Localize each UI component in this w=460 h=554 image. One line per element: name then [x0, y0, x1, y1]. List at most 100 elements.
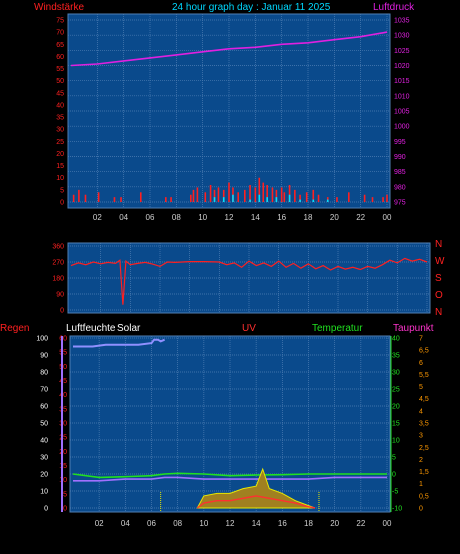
direction-axis-ticks: 0 90 180 270 360: [52, 244, 64, 315]
rain-tick: 40: [59, 392, 67, 399]
rain-tick: 30: [59, 421, 67, 428]
humidity-tick: 50: [40, 421, 48, 428]
x-tick: 22: [356, 519, 365, 528]
direction-tick: 180: [52, 276, 64, 283]
dewpoint-label: Taupunkt: [393, 323, 434, 334]
uv-tick: 2,5: [419, 445, 429, 452]
temperature-tick: 25: [392, 387, 400, 394]
x-tick: 08: [173, 519, 182, 528]
pressure-tick: 1005: [394, 109, 410, 116]
wind-tick: 50: [56, 78, 64, 85]
pressure-tick: 1035: [394, 18, 410, 25]
solar-label: Solar: [117, 323, 141, 334]
wind-tick: 45: [56, 90, 64, 97]
direction-tick: 360: [52, 244, 64, 251]
x-tick: 12: [225, 213, 234, 222]
compass-tick: O: [435, 290, 443, 301]
temperature-tick: 40: [392, 336, 400, 343]
uv-tick: 0: [419, 506, 423, 513]
uv-tick: 4,5: [419, 396, 429, 403]
uv-tick: 6: [419, 360, 423, 367]
uv-tick: 5: [419, 384, 423, 391]
wind-tick: 70: [56, 30, 64, 37]
wind-axis-ticks: 0 5 10 15 20 25 30 35 40 45 50 55 60 65 70 75: [56, 18, 64, 207]
wind-tick: 75: [56, 18, 64, 25]
rain-tick: 50: [59, 364, 67, 371]
temperature-tick: 30: [392, 370, 400, 377]
humidity-tick: 90: [40, 353, 48, 360]
direction-tick: 90: [56, 292, 64, 299]
humidity-tick: 70: [40, 387, 48, 394]
humidity-tick: 40: [40, 438, 48, 445]
uv-tick: 5,5: [419, 372, 429, 379]
pressure-tick: 1000: [394, 124, 410, 131]
humidity-tick: 100: [36, 336, 48, 343]
uv-line: [196, 495, 316, 509]
compass-tick: W: [435, 256, 445, 267]
temperature-tick: 20: [392, 404, 400, 411]
temperature-tick: 15: [392, 421, 400, 428]
pressure-tick: 1025: [394, 48, 410, 55]
uv-tick: 6,5: [419, 348, 429, 355]
x-tick: 00: [383, 213, 392, 222]
pressure-tick: 990: [394, 154, 406, 161]
humidity-tick: 10: [40, 489, 48, 496]
rain-tick: 20: [59, 449, 67, 456]
rain-label: Regen: [0, 323, 29, 334]
x-tick: 06: [146, 213, 155, 222]
rain-tick: 5: [63, 491, 67, 498]
wind-tick: 10: [56, 175, 64, 182]
x-tick: 02: [95, 519, 104, 528]
humidity-low-line: [73, 476, 387, 482]
temperature-axis-ticks: 0102030405060708090100051015202530354045…: [36, 336, 429, 513]
wind-tick: 35: [56, 115, 64, 122]
pressure-tick: 980: [394, 184, 406, 191]
wind-direction-series: [70, 257, 428, 305]
x-tick: 20: [330, 519, 339, 528]
humidity-tick: 20: [40, 472, 48, 479]
wind-tick: 65: [56, 42, 64, 49]
uv-tick: 3: [419, 433, 423, 440]
x-tick: 10: [199, 519, 208, 528]
rain-tick: 35: [59, 406, 67, 413]
temperature-tick: 10: [392, 438, 400, 445]
pressure-line: [70, 31, 388, 67]
x-tick: 18: [304, 519, 313, 528]
wind-tick: 60: [56, 54, 64, 61]
temperature-label: Temperatur: [312, 323, 363, 334]
wind-direction-grid: [68, 243, 430, 313]
humidity-line: [73, 338, 165, 348]
uv-tick: 0,5: [419, 493, 429, 500]
uv-tick: 4: [419, 408, 423, 415]
x-tick: 18: [304, 213, 313, 222]
x-tick: 16: [277, 213, 286, 222]
x-tick: 14: [252, 519, 261, 528]
pressure-tick: 1030: [394, 33, 410, 40]
temperature-x-ticks: 02 04 06 08 10 12 14 16 18 20 22 00: [95, 519, 392, 528]
rain-tick: 25: [59, 435, 67, 442]
uv-tick: 1: [419, 481, 423, 488]
wind-tick: 25: [56, 139, 64, 146]
pressure-tick: 1020: [394, 63, 410, 70]
temperature-line: [72, 472, 387, 479]
solar-area: [196, 467, 316, 509]
x-tick: 08: [172, 213, 181, 222]
temperature-panel: 0102030405060708090100051015202530354045…: [36, 335, 429, 528]
compass-tick: N: [435, 307, 442, 318]
wind-tick: 5: [60, 187, 64, 194]
rain-tick: 15: [59, 463, 67, 470]
temperature-series: [72, 338, 387, 512]
x-tick: 20: [330, 213, 339, 222]
temperature-tick: 0: [392, 472, 396, 479]
pressure-axis-ticks: 975 980 985 990 995 1000 1005 1010 1015 1020 1025 1…: [394, 18, 410, 207]
x-tick: 04: [119, 213, 128, 222]
x-tick: 04: [121, 519, 130, 528]
x-tick: 10: [198, 213, 207, 222]
direction-line: [70, 257, 428, 305]
direction-tick: 0: [60, 308, 64, 315]
x-tick: 02: [93, 213, 102, 222]
uv-tick: 1,5: [419, 469, 429, 476]
compass-tick: S: [435, 273, 442, 284]
x-tick: 22: [356, 213, 365, 222]
rain-tick: 45: [59, 378, 67, 385]
